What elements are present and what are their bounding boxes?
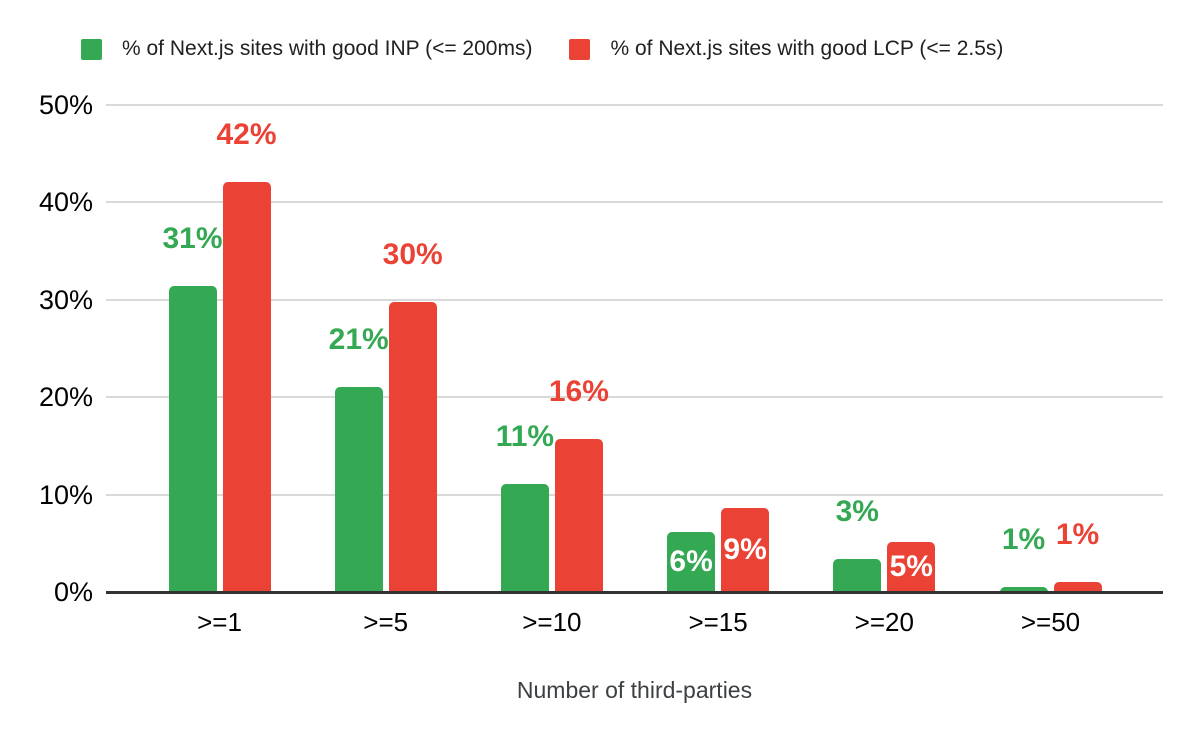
- x-tick-label: >=20: [854, 607, 914, 637]
- legend-item-lcp: % of Next.js sites with good LCP (<= 2.5…: [569, 36, 1003, 62]
- gridline: [106, 396, 1163, 399]
- bar-lcp-group3: [554, 439, 603, 592]
- bar-inp-group1: [168, 286, 217, 592]
- x-tick-label: >=10: [522, 607, 582, 637]
- bar-value-label: 3%: [835, 494, 879, 528]
- legend-swatch-inp-icon: [81, 38, 102, 60]
- bar-lcp-group6: [1053, 582, 1102, 592]
- bar-lcp-group1: [222, 181, 271, 592]
- bar-value-label: 1%: [1001, 523, 1046, 557]
- bar-lcp-group4: [721, 508, 770, 592]
- legend: % of Next.js sites with good INP (<= 200…: [81, 36, 1003, 62]
- legend-label-inp: % of Next.js sites with good INP (<= 200…: [122, 37, 533, 60]
- y-tick-label: 50%: [38, 90, 93, 120]
- y-tick-label: 20%: [38, 382, 93, 413]
- x-tick-label: >=50: [1020, 607, 1081, 637]
- bar-inp-group3: [500, 483, 549, 592]
- gridline: [106, 104, 1163, 106]
- x-axis-baseline: [106, 591, 1163, 594]
- bar-value-label: 30%: [382, 237, 443, 271]
- legend-label-lcp: % of Next.js sites with good LCP (<= 2.5…: [610, 37, 1004, 60]
- bar-value-label: 42%: [216, 117, 277, 151]
- bar-inp-group2: [334, 387, 383, 592]
- legend-swatch-lcp-icon: [569, 38, 591, 60]
- bar-value-label: 31%: [162, 222, 223, 256]
- bar-value-label: 1%: [1055, 518, 1100, 552]
- y-tick-label: 40%: [38, 187, 93, 218]
- bar-value-label: 11%: [495, 419, 555, 453]
- legend-item-inp: % of Next.js sites with good INP (<= 200…: [81, 36, 532, 62]
- bar-value-label: 5%: [889, 550, 933, 584]
- bar-lcp-group2: [388, 301, 437, 592]
- gridline: [106, 298, 1163, 301]
- y-tick-label: 0%: [53, 577, 93, 607]
- bar-lcp-group5: [887, 542, 936, 592]
- gridline: [106, 201, 1163, 204]
- bar-value-label: 16%: [548, 375, 609, 409]
- x-axis-title: Number of third-parties: [516, 677, 753, 703]
- bar-inp-group4: [667, 531, 716, 592]
- y-tick-label: 10%: [38, 479, 93, 510]
- bar-inp-group5: [833, 558, 882, 592]
- bar-value-label: 21%: [328, 323, 389, 357]
- gridline: [106, 493, 1163, 496]
- bar-value-label: 6%: [669, 544, 713, 578]
- bar-value-label: 9%: [723, 533, 767, 567]
- x-tick-label: >=1: [197, 607, 242, 637]
- x-tick-label: >=5: [363, 607, 409, 637]
- y-tick-label: 30%: [38, 284, 93, 315]
- bar-inp-group6: [999, 587, 1048, 592]
- x-tick-label: >=15: [688, 607, 748, 637]
